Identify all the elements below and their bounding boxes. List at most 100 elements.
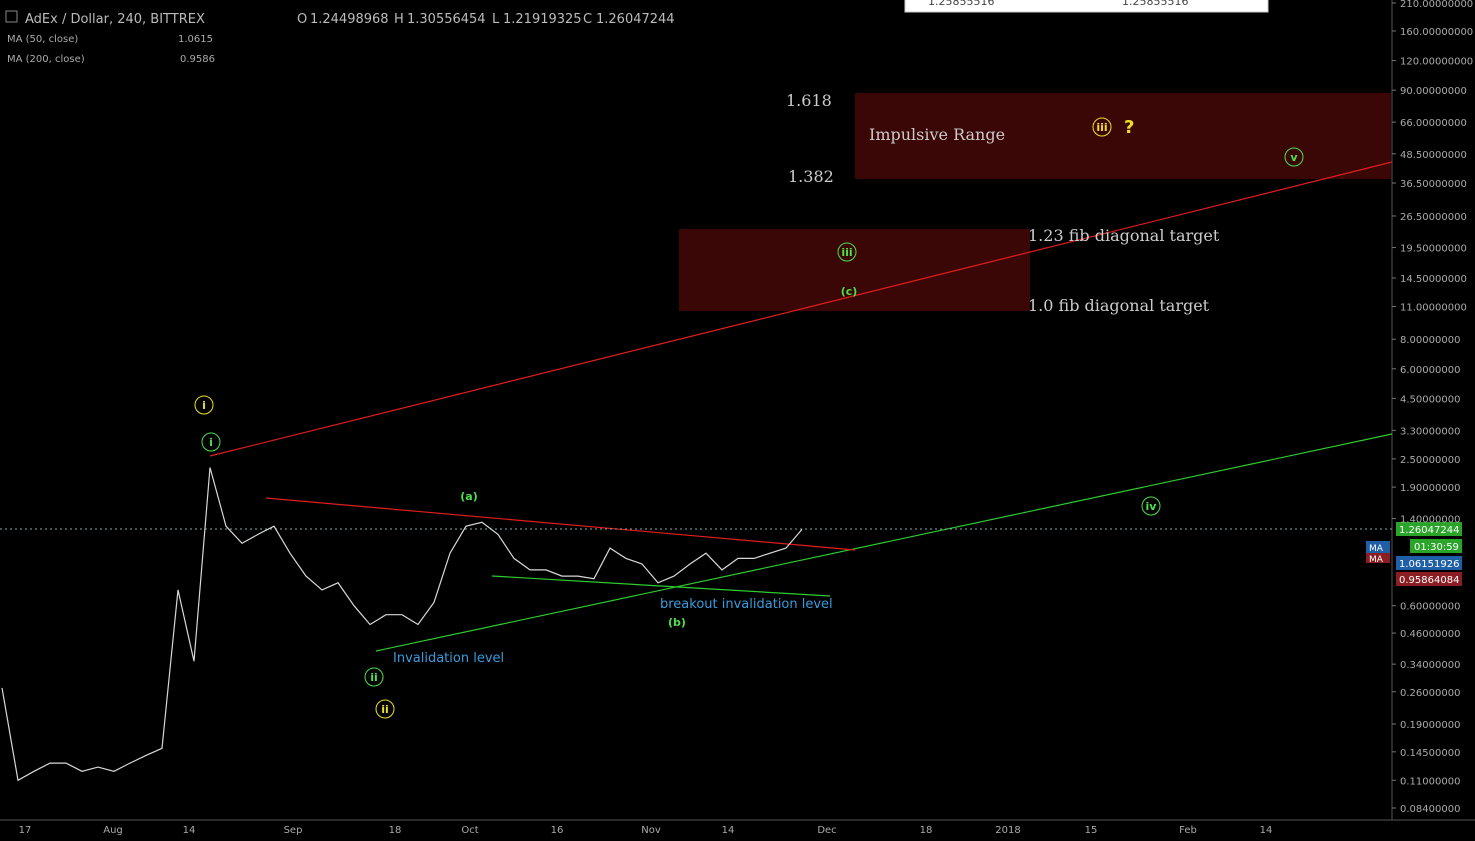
wave-label: v: [1290, 151, 1298, 164]
wave-label: iv: [1146, 500, 1158, 513]
y-tick-label: 0.26000000: [1400, 688, 1460, 699]
ma-tag: [1366, 541, 1390, 553]
x-tick-label: Feb: [1179, 825, 1197, 836]
y-tick-label: 6.00000000: [1400, 365, 1460, 376]
y-tick-label: 1.90000000: [1400, 483, 1460, 494]
symbol[interactable]: AdEx / Dollar, 240, BITTREX: [25, 12, 205, 27]
ma-tag-text: MA: [1369, 544, 1384, 554]
y-tick-label: 120.00000000: [1400, 57, 1473, 68]
y-tick-label: 160.00000000: [1400, 27, 1473, 38]
low: 1.21919325: [503, 12, 582, 27]
y-tick-label: 210.00000000: [1400, 0, 1473, 10]
fib-label: 1.23 fib diagonal target: [1028, 226, 1220, 245]
x-tick-label: 17: [19, 825, 32, 836]
wave-label: i: [202, 399, 206, 412]
last-price-tag: [1396, 522, 1462, 536]
y-tick-label: 2.50000000: [1400, 455, 1460, 466]
ma50-tag: [1396, 556, 1462, 570]
y-tick-label: 48.50000000: [1400, 150, 1467, 161]
x-tick-label: 18: [920, 825, 933, 836]
open-label: O: [297, 12, 307, 27]
high: 1.30556454: [407, 12, 486, 27]
ma200-name[interactable]: MA (200, close): [7, 54, 85, 65]
target-zone: [679, 229, 1030, 311]
wave-circle: [1141, 496, 1161, 516]
level-label: Invalidation level: [393, 651, 504, 666]
y-tick-label: 8.00000000: [1400, 335, 1460, 346]
triangle-bottom: [491, 575, 831, 597]
fib-label: 1.618: [786, 91, 832, 110]
wave-label: ii: [381, 703, 389, 716]
level-label: breakout invalidation level: [660, 597, 833, 612]
table-cell: 1.25855516: [928, 0, 994, 8]
wave-label: (b): [668, 616, 686, 629]
fib-label: 1.382: [788, 167, 834, 186]
x-tick-label: Oct: [461, 825, 478, 836]
x-tick-label: 15: [1085, 825, 1098, 836]
ma200-tag: [1396, 572, 1462, 586]
wave-circle: [375, 699, 395, 719]
y-tick-label: 1.40000000: [1400, 515, 1460, 526]
x-tick-label: 14: [183, 825, 196, 836]
ma-tag: [1366, 553, 1390, 563]
y-tick-label: 0.46000000: [1400, 629, 1460, 640]
wave-label: i: [209, 436, 213, 449]
x-tick-label: 14: [722, 825, 735, 836]
ma-tag-text: MA: [1369, 555, 1384, 565]
high-label: H: [394, 12, 404, 27]
x-tick-label: Sep: [284, 825, 303, 836]
menu-icon[interactable]: [5, 10, 18, 23]
y-tick-label: 0.14500000: [1400, 748, 1460, 759]
timer-tag: [1410, 539, 1462, 553]
zone-label: Impulsive Range: [869, 125, 1005, 144]
wave-circle: [1284, 147, 1304, 167]
ma200-price: 0.95864084: [1399, 575, 1459, 586]
fib-label: 1.0 fib diagonal target: [1028, 296, 1210, 315]
y-tick-label: 0.11000000: [1400, 776, 1460, 787]
y-tick-label: 0.08400000: [1400, 804, 1460, 815]
x-tick-label: Aug: [103, 825, 123, 836]
open: 1.24498968: [310, 12, 389, 27]
y-tick-label: 26.50000000: [1400, 212, 1467, 223]
question: ?: [1124, 117, 1134, 138]
close-label: C: [583, 12, 592, 27]
y-tick-label: 0.19000000: [1400, 720, 1460, 731]
plot: [1, 467, 803, 782]
y-tick-label: 19.50000000: [1400, 244, 1467, 255]
wave-label: iii: [1096, 121, 1107, 134]
x-tick-label: Nov: [641, 825, 661, 836]
ma50-name[interactable]: MA (50, close): [7, 34, 78, 45]
impulsive-zone: [855, 93, 1391, 179]
y-tick-label: 0.34000000: [1400, 660, 1460, 671]
wave-circle: [194, 395, 214, 415]
x-tick-label: 2018: [995, 825, 1020, 836]
y-tick-label: 66.00000000: [1400, 118, 1467, 129]
table-cell: 1.25855516: [1122, 0, 1188, 8]
wave-label: (c): [841, 285, 858, 298]
lower-channel: [375, 433, 1393, 652]
triangle-top: [265, 497, 856, 551]
top-table: [904, 0, 1269, 13]
timer: 01:30:59: [1414, 542, 1459, 553]
x-tick-label: 16: [551, 825, 564, 836]
close: 1.26047244: [596, 12, 675, 27]
wave-label: (a): [460, 490, 477, 503]
wave-circles: iii v iii i i iv ii ii: [194, 117, 1304, 719]
upper-channel: [209, 161, 1393, 457]
price-line: [1, 467, 803, 782]
y-tick-label: 4.50000000: [1400, 394, 1460, 405]
wave-circle: [201, 432, 221, 452]
ma200-value: 0.9586: [180, 54, 215, 65]
y-tick-label: 14.50000000: [1400, 274, 1467, 285]
low-label: L: [492, 12, 500, 27]
wave-circle: [364, 667, 384, 687]
y-tick-label: 3.30000000: [1400, 426, 1460, 437]
wave-circle: [1092, 117, 1112, 137]
y-tick-label: 11.00000000: [1400, 302, 1467, 313]
ma50-price: 1.06151926: [1399, 559, 1459, 570]
y-tick-label: 36.50000000: [1400, 179, 1467, 190]
wave-label: ii: [370, 671, 378, 684]
x-tick-label: 14: [1260, 825, 1273, 836]
wave-circle: [837, 242, 857, 262]
